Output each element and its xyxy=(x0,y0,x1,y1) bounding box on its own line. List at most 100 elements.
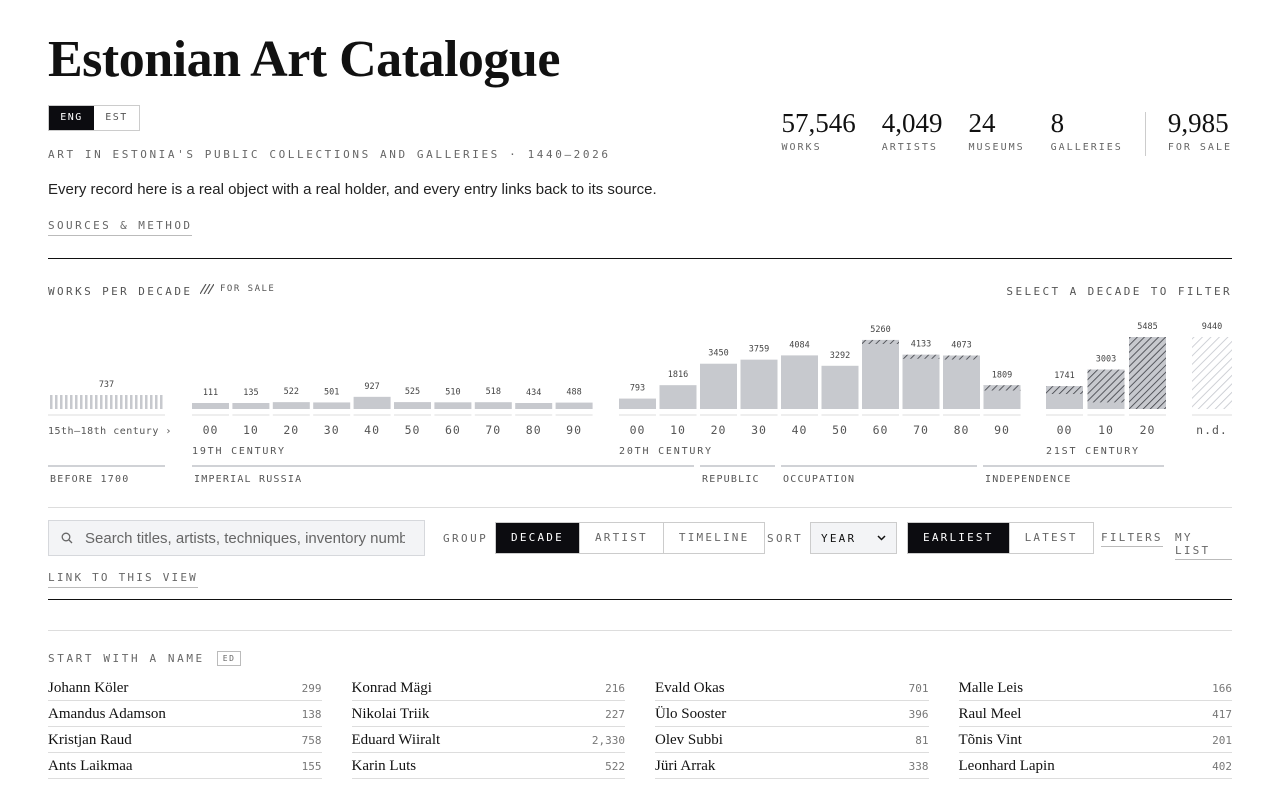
bar-value-label[interactable]: 135 xyxy=(243,388,258,398)
artist-link[interactable]: Nikolai Triik 227 xyxy=(351,701,625,727)
artist-link[interactable]: Tõnis Vint 201 xyxy=(958,727,1232,753)
artist-link[interactable]: Johann Köler 299 xyxy=(48,675,322,701)
era-label: OCCUPATION xyxy=(783,474,855,485)
group-decade-button[interactable]: DECADE xyxy=(496,523,579,553)
artist-link[interactable]: Evald Okas 701 xyxy=(655,675,929,701)
tick-label: 00 xyxy=(203,423,219,437)
names-column: Konrad Mägi 216 Nikolai Triik 227 Eduard W… xyxy=(351,675,625,779)
artist-name: Amandus Adamson xyxy=(48,706,166,722)
decade-bar[interactable] xyxy=(48,395,165,409)
chart-legend: FOR SALE xyxy=(200,284,275,294)
bar-value-label[interactable]: 5260 xyxy=(870,325,890,335)
artist-name: Johann Köler xyxy=(48,680,129,696)
artist-count: 522 xyxy=(605,760,625,773)
order-earliest-button[interactable]: EARLIEST xyxy=(908,523,1009,553)
decade-bar[interactable] xyxy=(474,402,512,409)
bar-value-label[interactable]: 488 xyxy=(566,388,581,398)
artist-link[interactable]: Malle Leis 166 xyxy=(958,675,1232,701)
artist-link[interactable]: Leonhard Lapin 402 xyxy=(958,753,1232,779)
tick-label: 60 xyxy=(445,423,461,437)
bar-value-label[interactable]: 3759 xyxy=(749,345,769,355)
bar-value-label[interactable]: 3003 xyxy=(1096,355,1116,365)
search-input[interactable] xyxy=(85,529,405,547)
decade-bar[interactable] xyxy=(700,363,737,409)
bar-value-label[interactable]: 9440 xyxy=(1202,322,1222,332)
link-to-view[interactable]: LINK TO THIS VIEW xyxy=(48,571,198,588)
decade-bar[interactable] xyxy=(659,385,697,409)
decade-bar[interactable] xyxy=(232,403,270,409)
decade-bar[interactable] xyxy=(434,402,472,409)
lang-est-button[interactable]: EST xyxy=(105,112,128,123)
decade-bar[interactable] xyxy=(192,403,229,409)
names-column: Evald Okas 701 Ülo Sooster 396 Olev Subbi 8… xyxy=(655,675,929,779)
bar-value-label[interactable]: 737 xyxy=(99,380,114,390)
decade-bar[interactable] xyxy=(515,403,553,409)
bar-value-label[interactable]: 518 xyxy=(486,387,501,397)
artist-link[interactable]: Kristjan Raud 758 xyxy=(48,727,322,753)
bar-value-label[interactable]: 4133 xyxy=(911,340,931,350)
bar-value-label[interactable]: 793 xyxy=(630,384,645,394)
artist-link[interactable]: Olev Subbi 81 xyxy=(655,727,929,753)
artist-link[interactable]: Ants Laikmaa 155 xyxy=(48,753,322,779)
sort-select[interactable]: YEAR xyxy=(810,522,897,554)
bar-value-label[interactable]: 5485 xyxy=(1137,322,1157,332)
tick-label: n.d. xyxy=(1196,423,1228,437)
artist-name: Jüri Arrak xyxy=(655,758,716,774)
artist-link[interactable]: Jüri Arrak 338 xyxy=(655,753,929,779)
stat-for-sale[interactable]: 9,985 FOR SALE xyxy=(1168,108,1232,153)
decade-bar[interactable] xyxy=(821,365,859,409)
decade-bar[interactable] xyxy=(943,355,980,409)
decade-bar[interactable] xyxy=(740,359,778,409)
group-timeline-button[interactable]: TIMELINE xyxy=(662,523,765,553)
bar-value-label[interactable]: 510 xyxy=(445,387,460,397)
decade-bar[interactable] xyxy=(555,402,593,409)
decade-bar[interactable] xyxy=(394,402,431,409)
bar-value-label[interactable]: 3450 xyxy=(708,349,728,359)
artist-link[interactable]: Eduard Wiiralt 2,330 xyxy=(351,727,625,753)
artist-link[interactable]: Ülo Sooster 396 xyxy=(655,701,929,727)
order-latest-button[interactable]: LATEST xyxy=(1008,523,1093,553)
bar-value-label[interactable]: 3292 xyxy=(830,351,850,361)
decade-bar[interactable] xyxy=(619,398,656,409)
artist-count: 201 xyxy=(1212,734,1232,747)
decade-bar[interactable] xyxy=(353,396,391,409)
decade-bar[interactable] xyxy=(862,339,899,409)
bar-value-label[interactable]: 4084 xyxy=(789,340,809,350)
bar-value-label[interactable]: 927 xyxy=(364,382,379,392)
bar-value-label[interactable]: 1741 xyxy=(1054,371,1074,381)
names-title: START WITH A NAME xyxy=(48,652,205,665)
artist-link[interactable]: Karin Luts 522 xyxy=(351,753,625,779)
names-column: Johann Köler 299 Amandus Adamson 138 Krist… xyxy=(48,675,322,779)
bar-value-label[interactable]: 525 xyxy=(405,387,420,397)
group-artist-button[interactable]: ARTIST xyxy=(578,523,663,553)
my-list-link[interactable]: MY LIST xyxy=(1175,531,1232,560)
artist-name: Raul Meel xyxy=(958,706,1022,722)
bar-value-label[interactable]: 1809 xyxy=(992,370,1012,380)
bar-value-label[interactable]: 4073 xyxy=(951,341,971,351)
sources-method-link[interactable]: SOURCES & METHOD xyxy=(48,219,193,236)
decade-bar[interactable] xyxy=(983,385,1021,409)
bar-value-label[interactable]: 501 xyxy=(324,387,339,397)
decade-bar[interactable] xyxy=(272,402,310,409)
era-label: BEFORE 1700 xyxy=(50,474,129,485)
lang-eng-button[interactable]: ENG xyxy=(49,106,94,130)
decade-bar[interactable] xyxy=(313,402,351,409)
era-label: IMPERIAL RUSSIA xyxy=(194,474,302,485)
decade-bar[interactable] xyxy=(1192,337,1232,409)
tick-label: 70 xyxy=(913,423,929,437)
order-toggle: EARLIEST LATEST xyxy=(907,522,1094,554)
artist-count: 227 xyxy=(605,708,625,721)
bar-value-label[interactable]: 1816 xyxy=(668,370,688,380)
tick-label: 20 xyxy=(283,423,299,437)
bar-value-label[interactable]: 434 xyxy=(526,388,541,398)
decade-bar[interactable] xyxy=(781,355,818,409)
hatch-swatch-icon xyxy=(200,284,214,294)
artist-link[interactable]: Amandus Adamson 138 xyxy=(48,701,322,727)
bar-value-label[interactable]: 522 xyxy=(284,387,299,397)
decade-bar[interactable] xyxy=(902,354,940,409)
artist-name: Evald Okas xyxy=(655,680,725,696)
bar-value-label[interactable]: 111 xyxy=(203,388,218,398)
filters-link[interactable]: FILTERS xyxy=(1101,531,1163,547)
artist-link[interactable]: Raul Meel 417 xyxy=(958,701,1232,727)
artist-link[interactable]: Konrad Mägi 216 xyxy=(351,675,625,701)
